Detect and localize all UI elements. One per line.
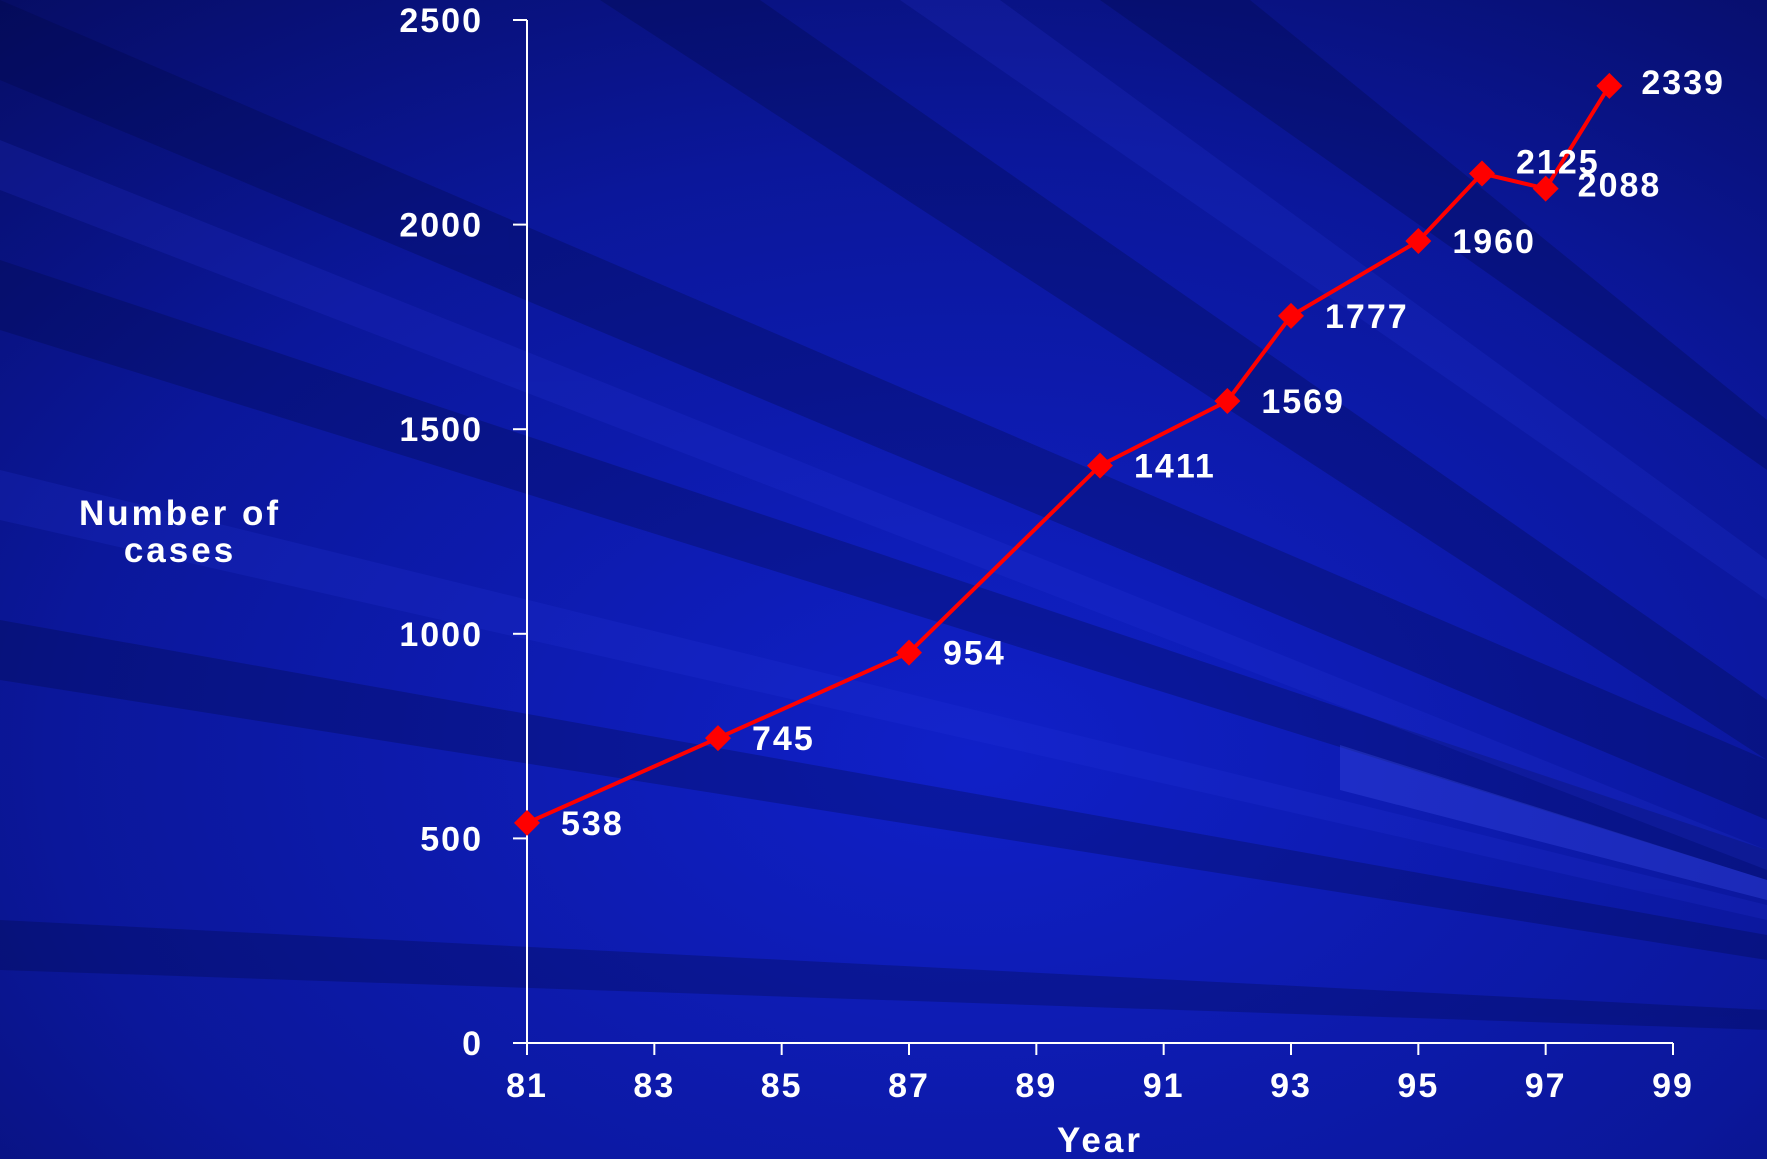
- data-point-marker: [1532, 175, 1559, 202]
- x-tick-label: 93: [1270, 1067, 1312, 1105]
- data-point-marker: [514, 809, 540, 836]
- y-tick-label: 1000: [399, 616, 483, 654]
- data-label: 2088: [1578, 167, 1662, 205]
- data-label: 1569: [1261, 383, 1345, 421]
- data-label: 954: [943, 635, 1006, 673]
- x-axis-ticks: 81 83 85 87 89 91 93 95 97 99: [506, 1043, 1694, 1105]
- series-markers: [514, 72, 1623, 836]
- y-tick-label: 500: [420, 820, 483, 858]
- data-point-marker: [896, 639, 922, 666]
- data-point-marker: [1469, 160, 1495, 187]
- data-label: 2125: [1516, 143, 1600, 181]
- data-point-marker: [1596, 72, 1623, 99]
- data-label: 1777: [1325, 298, 1409, 336]
- x-tick-label: 99: [1652, 1067, 1694, 1105]
- x-tick-label: 91: [1143, 1067, 1185, 1105]
- y-tick-label: 1500: [399, 411, 483, 449]
- x-axis-title: Year: [1057, 1121, 1143, 1159]
- y-tick-label: 2000: [399, 207, 483, 245]
- data-point-marker: [1405, 227, 1432, 254]
- x-tick-label: 87: [888, 1067, 930, 1105]
- x-tick-label: 89: [1015, 1067, 1057, 1105]
- data-label: 1960: [1452, 223, 1536, 261]
- x-tick-label: 81: [506, 1067, 548, 1105]
- y-axis-title-line2: cases: [124, 531, 236, 570]
- x-tick-label: 95: [1397, 1067, 1439, 1105]
- data-point-marker: [1214, 387, 1241, 414]
- series-line: [526, 84, 1612, 825]
- data-label: 1411: [1134, 448, 1216, 486]
- data-point-marker: [705, 725, 731, 752]
- data-point-marker: [1278, 302, 1304, 329]
- y-axis-title-line1: Number of: [79, 494, 281, 533]
- x-tick-label: 83: [633, 1067, 675, 1105]
- x-tick-label: 97: [1525, 1067, 1567, 1105]
- data-point-marker: [1087, 452, 1113, 479]
- data-label: 745: [752, 720, 815, 758]
- x-tick-label: 85: [761, 1067, 803, 1105]
- y-axis-ticks: 0 500 1000 1500 2000 2500: [399, 2, 527, 1063]
- data-label: 2339: [1641, 64, 1725, 102]
- y-tick-label: 2500: [399, 2, 483, 40]
- data-label: 538: [561, 805, 624, 843]
- y-tick-label: 0: [462, 1025, 483, 1063]
